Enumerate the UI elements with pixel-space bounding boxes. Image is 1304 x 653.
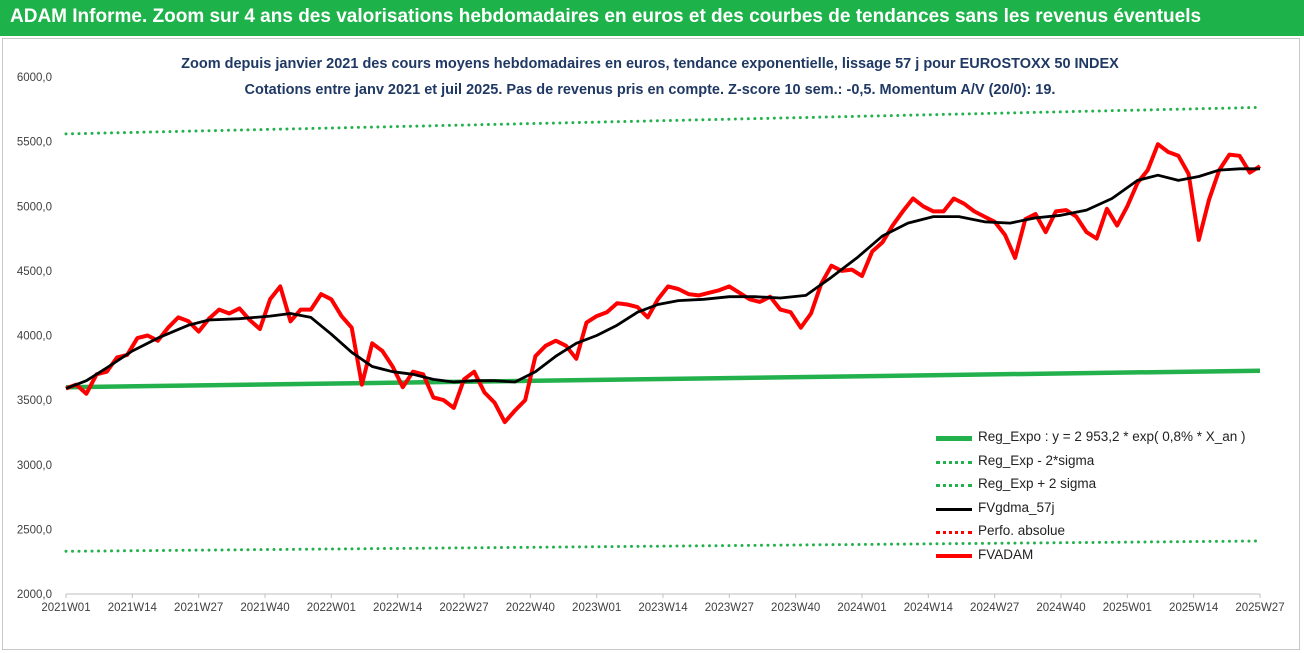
legend-swatch <box>936 436 972 441</box>
legend-swatch <box>936 507 972 511</box>
x-tick-label: 2022W01 <box>307 602 356 614</box>
legend-label: FVgdma_57j <box>978 499 1055 515</box>
banner-title: ADAM Informe. Zoom sur 4 ans des valoris… <box>10 6 1202 27</box>
legend-label: Perfo. absolue <box>978 523 1066 538</box>
legend-item: Reg_Exp + 2 sigma <box>936 475 1266 499</box>
x-tick-label: 2024W40 <box>1036 602 1085 614</box>
y-tick-label: 6000,0 <box>17 72 52 84</box>
y-tick-label: 5500,0 <box>17 137 52 149</box>
x-tick-labels: 2021W01 2021W14 2021W27 2021W40 2022W01 2022W… <box>41 602 1284 614</box>
legend-item: Reg_Expo : y = 2 953,2 * exp( 0,8% * X_a… <box>936 428 1266 452</box>
series-line-reg-exp-2-sigma <box>64 539 1262 553</box>
x-tick-label: 2023W01 <box>572 602 621 614</box>
x-tick-label: 2021W01 <box>41 602 90 614</box>
y-tick-label: 2500,0 <box>17 524 52 536</box>
y-tick-label: 4000,0 <box>17 331 52 343</box>
y-tick-label: 5000,0 <box>17 201 52 213</box>
x-tick-label: 2025W14 <box>1169 602 1219 614</box>
series-layer <box>64 105 1262 553</box>
legend-item: Perfo. absolue <box>936 522 1266 546</box>
chart-area-border <box>2 38 1300 650</box>
y-tick-label: 3000,0 <box>17 460 52 472</box>
x-tick-label: 2025W01 <box>1103 602 1152 614</box>
x-tick-label: 2022W14 <box>373 602 423 614</box>
chart-title: Zoom depuis janvier 2021 des cours moyen… <box>181 56 1119 72</box>
legend-label: Reg_Exp + 2 sigma <box>978 476 1097 491</box>
legend-item: FVgdma_57j <box>936 499 1266 523</box>
y-tick-label: 2000,0 <box>17 589 52 601</box>
legend-item: Reg_Exp - 2*sigma <box>936 452 1266 476</box>
x-tick-label: 2024W01 <box>837 602 886 614</box>
legend-swatch <box>936 484 972 487</box>
x-tick-label: 2025W27 <box>1235 602 1284 614</box>
x-tick-label: 2021W14 <box>108 602 158 614</box>
x-tick-label: 2022W27 <box>439 602 488 614</box>
legend-swatch <box>936 553 972 558</box>
series-line-fvadam <box>65 142 1262 425</box>
legend-item: FVADAM <box>936 546 1266 570</box>
legend-label: Reg_Exp - 2*sigma <box>978 452 1095 468</box>
legend-label: FVADAM <box>978 546 1034 562</box>
legend-swatch <box>936 531 972 534</box>
series-line-reg-exp-2-sigma <box>64 105 1262 136</box>
series-line-reg-expo-y-2-953-2-exp-0-8-x-a <box>65 368 1261 390</box>
x-tick-label: 2022W40 <box>506 602 555 614</box>
x-tick-label: 2023W27 <box>705 602 754 614</box>
y-tick-labels: 2000,0 2500,0 3000,0 3500,0 4000,0 4500,0 5000… <box>17 72 52 601</box>
legend-swatch <box>936 460 972 464</box>
y-tick-label: 3500,0 <box>17 395 52 407</box>
banner: ADAM Informe. Zoom sur 4 ans des valoris… <box>0 0 1304 36</box>
x-tick-label: 2024W14 <box>904 602 954 614</box>
axes <box>65 593 1261 598</box>
x-tick-label: 2023W40 <box>771 602 820 614</box>
y-tick-label: 4500,0 <box>17 266 52 278</box>
legend-label: Reg_Expo : y = 2 953,2 * exp( 0,8% * X_a… <box>978 429 1246 444</box>
x-tick-label: 2021W27 <box>174 602 223 614</box>
x-tick-label: 2021W40 <box>240 602 289 614</box>
x-tick-label: 2023W14 <box>638 602 688 614</box>
legend: Reg_Expo : y = 2 953,2 * exp( 0,8% * X_a… <box>936 428 1266 569</box>
chart-subtitle: Cotations entre janv 2021 et juil 2025. … <box>245 82 1056 98</box>
series-line-fvgdma-57j <box>65 167 1260 390</box>
x-tick-label: 2024W27 <box>970 602 1019 614</box>
